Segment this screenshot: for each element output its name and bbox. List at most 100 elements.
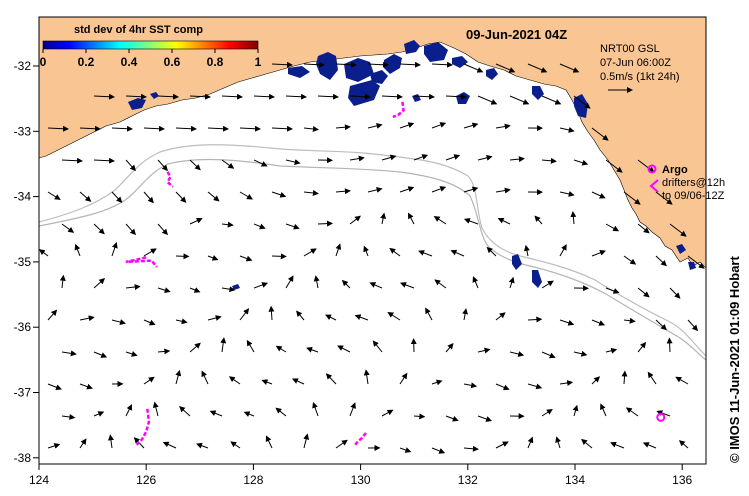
current-vector	[463, 186, 479, 193]
current-vector	[79, 315, 95, 322]
current-vector	[125, 351, 138, 357]
current-vector	[335, 439, 348, 449]
current-vector	[175, 191, 187, 203]
current-vector	[275, 345, 287, 353]
current-vector	[271, 191, 287, 198]
current-vector	[472, 276, 479, 289]
current-vector	[431, 379, 443, 386]
current-vector	[253, 223, 266, 230]
drifter-track	[166, 171, 174, 188]
current-scale-label: 0.5m/s (1kt 24h)	[600, 71, 679, 83]
current-vector	[335, 61, 357, 68]
current-vector	[157, 93, 179, 100]
current-vector	[678, 440, 689, 449]
x-tick-label: 126	[136, 473, 156, 487]
colorbar-tick-label: 0	[40, 55, 47, 69]
y-tick-label: -36	[14, 320, 32, 334]
current-vector	[341, 279, 351, 289]
current-vector	[354, 314, 369, 321]
colorbar-ticks: 0 0.2 0.4 0.6 0.8 1	[40, 49, 262, 69]
current-vector	[175, 125, 197, 132]
current-vector	[111, 242, 118, 257]
current-vector	[125, 284, 141, 291]
x-tick-label: 124	[29, 473, 49, 487]
current-vector	[413, 413, 426, 420]
drifter-tracks	[125, 101, 405, 446]
current-vector	[207, 315, 222, 321]
colorbar-title: std dev of 4hr SST comp	[74, 24, 203, 36]
current-vector	[495, 312, 506, 321]
current-vector	[157, 348, 171, 355]
current-vector	[303, 125, 319, 132]
current-vector	[143, 376, 155, 385]
current-vector	[367, 61, 389, 68]
current-vector	[79, 125, 101, 132]
current-vector	[253, 282, 269, 289]
x-tick-label: 134	[565, 473, 585, 487]
current-vector	[655, 255, 667, 267]
current-vector	[431, 186, 447, 193]
current-vector	[175, 369, 182, 385]
y-tick-label: -33	[14, 124, 32, 138]
current-vector	[325, 314, 337, 321]
current-vector	[221, 159, 235, 169]
current-vector	[325, 373, 337, 385]
x-tick-label: 128	[243, 473, 263, 487]
current-vector	[143, 248, 157, 257]
current-vector	[239, 255, 253, 262]
current-vector	[655, 319, 667, 331]
current-vector	[637, 159, 655, 173]
current-vector	[431, 122, 447, 129]
colorbar-tick-label: 0.4	[121, 55, 138, 69]
argo-legend: Argo drifters@12h to 09/06-12Z	[647, 164, 725, 202]
current-vector	[317, 220, 333, 227]
drifter-legend-date: to 09/06-12Z	[662, 190, 725, 202]
imos-credit: © IMOS 11-Jun-2021 01:09 Hobart	[727, 256, 742, 463]
current-vector	[275, 407, 287, 417]
current-vector	[59, 274, 66, 289]
current-vector	[477, 154, 493, 161]
colorbar-tick-label: 0.6	[164, 55, 181, 69]
current-vector	[621, 370, 628, 385]
current-vector	[61, 413, 76, 420]
current-vector	[675, 376, 689, 385]
current-vector	[495, 123, 511, 130]
current-vector	[389, 247, 401, 257]
current-vector	[570, 211, 577, 225]
current-vector	[285, 275, 294, 289]
drifter-track	[392, 101, 405, 119]
argo-legend-label: Argo	[662, 164, 688, 176]
current-vector	[477, 95, 498, 105]
current-vector	[486, 246, 497, 257]
current-vector	[559, 319, 575, 326]
drifter-track	[125, 256, 158, 268]
current-vector	[495, 63, 516, 73]
current-vector	[495, 187, 511, 194]
current-vector	[125, 93, 147, 100]
current-vector	[591, 249, 606, 257]
current-vector	[559, 244, 567, 257]
current-vector	[509, 95, 530, 105]
current-vector	[285, 223, 300, 230]
current-vector	[541, 408, 553, 417]
current-vector	[303, 433, 310, 449]
current-vector	[387, 311, 401, 321]
current-vector	[271, 125, 293, 132]
y-tick-label: -35	[14, 255, 32, 269]
current-vector	[143, 125, 165, 132]
current-vector	[306, 346, 319, 353]
current-vector	[239, 191, 253, 200]
current-vector	[189, 159, 201, 171]
current-vector	[450, 249, 465, 257]
current-vector	[285, 93, 307, 100]
current-vector	[175, 253, 190, 260]
current-vector	[303, 248, 317, 257]
current-vector	[179, 406, 191, 417]
current-model-label: NRT00 GSL	[600, 43, 660, 55]
current-vector	[349, 93, 371, 100]
land-australia	[39, 17, 706, 269]
drifter-track	[354, 432, 367, 446]
current-vector	[189, 217, 203, 225]
current-vector	[221, 93, 243, 100]
current-vector	[189, 93, 211, 100]
